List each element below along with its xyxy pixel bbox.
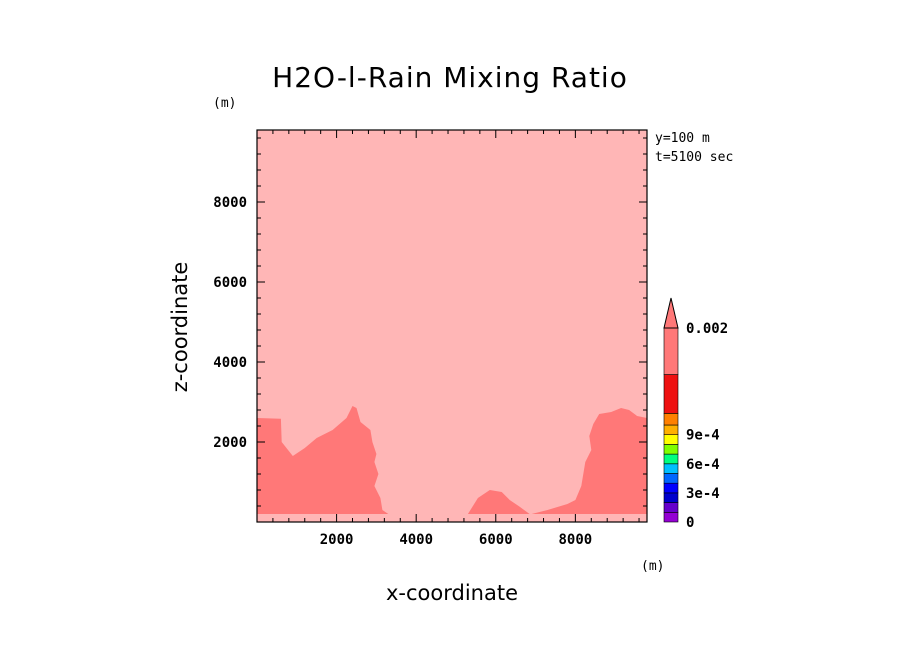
colorbar-swatch — [663, 482, 679, 494]
y-axis-title: z-coordinate — [168, 262, 192, 393]
contour-region-higher-rain-right — [531, 408, 647, 514]
colorbar-swatch — [663, 463, 679, 474]
y-tick-label: 6000 — [213, 275, 247, 291]
colorbar-swatch — [663, 492, 679, 503]
y-tick-label: 2000 — [213, 435, 247, 451]
x-tick-label: 6000 — [479, 532, 513, 548]
y-tick-label: 4000 — [213, 355, 247, 371]
colorbar-label: 6e-4 — [686, 457, 720, 473]
colorbar-labels: 0 3e-4 6e-4 9e-4 0.002 — [686, 321, 728, 531]
colorbar-label: 0 — [686, 515, 694, 531]
x-tick-label: 8000 — [559, 532, 593, 548]
colorbar-swatch — [663, 502, 679, 513]
colorbar-swatch — [663, 511, 679, 523]
y-tick-label: 8000 — [213, 195, 247, 211]
colorbar-swatch — [663, 453, 679, 465]
y-unit-label: (m) — [213, 96, 236, 111]
contour-region-higher-rain-left — [257, 406, 389, 514]
x-unit-label: (m) — [641, 559, 664, 574]
colorbar-swatch — [663, 374, 679, 414]
annotation-y: y=100 m — [655, 131, 710, 146]
plot-frame — [256, 129, 648, 523]
colorbar — [663, 297, 679, 523]
colorbar-swatch — [663, 413, 679, 426]
x-tick-label: 2000 — [320, 532, 354, 548]
x-tick-label: 4000 — [399, 532, 433, 548]
annotation-t: t=5100 sec — [655, 150, 733, 165]
y-tick-labels: 2000 4000 6000 8000 — [213, 195, 247, 451]
x-axis-title: x-coordinate — [386, 581, 518, 605]
colorbar-swatch — [663, 473, 679, 484]
axes — [256, 129, 648, 523]
colorbar-label: 3e-4 — [686, 486, 720, 502]
contour-region-higher-rain-center — [467, 490, 530, 514]
colorbar-swatch — [663, 444, 679, 455]
colorbar-label: 9e-4 — [686, 428, 720, 444]
chart-title: H2O-l-Rain Mixing Ratio — [272, 61, 628, 94]
colorbar-swatch — [663, 424, 679, 435]
plot-area — [257, 130, 647, 522]
colorbar-swatch — [663, 434, 679, 445]
colorbar-label: 0.002 — [686, 321, 728, 337]
x-tick-labels: 2000 4000 6000 8000 — [320, 532, 592, 548]
colorbar-swatch — [663, 327, 679, 375]
colorbar-extend-max — [663, 297, 679, 329]
